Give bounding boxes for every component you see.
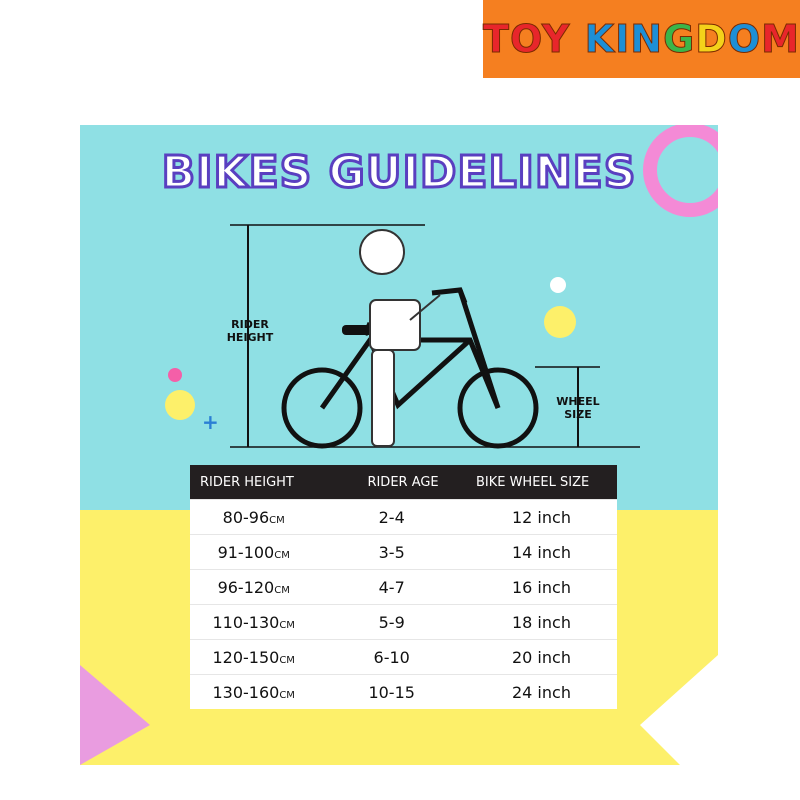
rider-age-cell: 5-9 [317,604,466,640]
rider-age-cell: 10-15 [317,674,466,709]
table-header-row: RIDER HEIGHT RIDER AGE BIKE WHEEL SIZE [190,465,617,500]
rider-age-cell: 3-5 [317,534,466,570]
decorations: + [80,125,718,765]
bike-size-table: RIDER HEIGHT RIDER AGE BIKE WHEEL SIZE 8… [190,465,617,709]
yellow-dot-decoration [165,390,195,420]
column-header: BIKE WHEEL SIZE [465,465,617,500]
wheel-size-cell: 20 inch [465,639,617,675]
logo-text: TOY KINGDOM [483,17,800,62]
pink-triangle-decoration [80,665,150,765]
yellow-dot-decoration [544,306,576,338]
plus-decoration: + [202,410,219,434]
wheel-size-cell: 24 inch [465,674,617,709]
rider-height-cell: 80-96CM [190,499,318,535]
table-row: 80-96CM 2-4 12 inch [190,499,617,535]
toy-kingdom-logo[interactable]: TOY KINGDOM [483,0,800,78]
wheel-size-cell: 18 inch [465,604,617,640]
rider-height-cell: 110-130CM [190,604,318,640]
bike-guidelines-infographic: + BIKES GUIDELINES RIDER HEIGHT WHEEL S [80,125,718,765]
column-header: RIDER AGE [317,465,466,500]
table-row: 91-100CM 3-5 14 inch [190,534,617,570]
white-triangle-decoration [640,655,718,765]
table-row: 130-160CM 10-15 24 inch [190,674,617,709]
rider-height-cell: 96-120CM [190,569,318,605]
wheel-size-cell: 14 inch [465,534,617,570]
table-row: 96-120CM 4-7 16 inch [190,569,617,605]
wheel-size-label: WHEEL SIZE [556,395,600,421]
rider-age-cell: 4-7 [317,569,466,605]
rider-height-cell: 120-150CM [190,639,318,675]
wheel-size-cell: 12 inch [465,499,617,535]
column-header: RIDER HEIGHT [190,465,318,500]
infographic-title: BIKES GUIDELINES [160,146,637,200]
white-dot-decoration [550,277,566,293]
pink-ring-decoration [643,125,718,217]
rider-age-cell: 2-4 [317,499,466,535]
rider-height-label: RIDER HEIGHT [226,318,274,344]
pink-dot-decoration [168,368,182,382]
rider-age-cell: 6-10 [317,639,466,675]
rider-height-cell: 130-160CM [190,674,318,709]
rider-height-cell: 91-100CM [190,534,318,570]
child-illustration [359,229,441,447]
table-row: 110-130CM 5-9 18 inch [190,604,617,640]
wheel-size-cell: 16 inch [465,569,617,605]
table-row: 120-150CM 6-10 20 inch [190,639,617,675]
